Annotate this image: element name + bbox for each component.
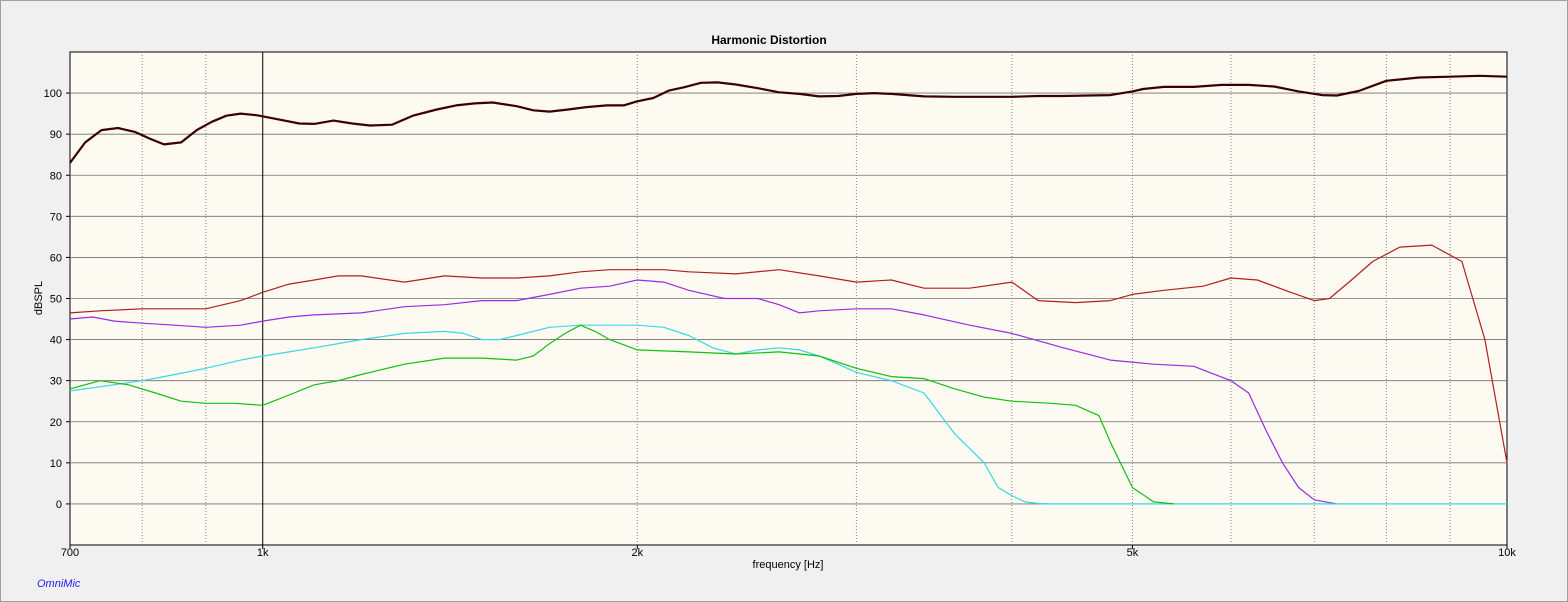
omnimic-watermark: OmniMic (37, 578, 81, 590)
y-tick-label: 30 (50, 376, 62, 388)
y-tick-label: 60 (50, 252, 62, 264)
chart-title: Harmonic Distortion (711, 33, 826, 47)
y-tick-label: 20 (50, 417, 62, 429)
y-tick-label: 70 (50, 211, 62, 223)
axes: 0 10 20 30 40 50 60 70 80 90 100 700 1k 2k 5k 10k (44, 88, 1517, 559)
series-line-2 (69, 244, 1508, 463)
series-line-3 (69, 279, 1337, 505)
x-tick-label: 700 (61, 547, 79, 559)
x-tick-label: 1k (257, 547, 269, 559)
y-tick-label: 80 (50, 170, 62, 182)
series-group (69, 74, 1508, 505)
series-line-1 (69, 74, 1508, 164)
y-tick-label: 50 (50, 294, 62, 306)
y-tick-label: 10 (50, 458, 62, 470)
x-axis-label: frequency [Hz] (753, 559, 824, 571)
x-tick-label: 5k (1127, 547, 1139, 559)
y-tick-label: 40 (50, 335, 62, 347)
y-axis-label: dBSPL (33, 281, 45, 315)
series-line-5 (69, 324, 1175, 505)
series-line-4 (69, 324, 1507, 505)
y-tick-label: 90 (50, 129, 62, 141)
x-tick-label: 10k (1498, 547, 1516, 559)
y-tick-label: 0 (56, 499, 62, 511)
y-tick-label: 100 (44, 88, 62, 100)
x-tick-label: 2k (631, 547, 643, 559)
